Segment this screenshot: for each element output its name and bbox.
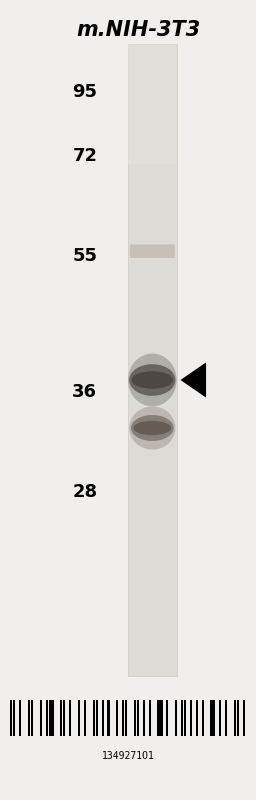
Bar <box>96 700 98 736</box>
Bar <box>108 700 110 736</box>
Bar <box>31 700 33 736</box>
Bar <box>40 700 42 736</box>
Text: 95: 95 <box>72 83 97 101</box>
Bar <box>148 700 151 736</box>
Bar <box>19 700 21 736</box>
Bar <box>214 700 216 736</box>
Bar <box>225 700 227 736</box>
Bar <box>166 700 168 736</box>
Bar <box>202 700 204 736</box>
Text: 55: 55 <box>72 247 97 265</box>
Bar <box>51 700 54 736</box>
Text: 1349271O1: 1349271O1 <box>102 751 154 761</box>
Bar <box>190 700 192 736</box>
Bar <box>128 44 177 164</box>
Bar <box>184 700 186 736</box>
Bar <box>10 700 12 736</box>
Ellipse shape <box>131 415 174 441</box>
Ellipse shape <box>129 406 175 450</box>
Bar <box>46 700 48 736</box>
Text: 36: 36 <box>72 383 97 401</box>
Polygon shape <box>180 362 206 398</box>
Bar <box>60 700 62 736</box>
Bar <box>63 700 65 736</box>
Bar <box>28 700 30 736</box>
Bar <box>128 44 177 676</box>
Bar <box>125 700 127 736</box>
Bar <box>137 700 139 736</box>
Bar <box>157 700 159 736</box>
Bar <box>143 700 145 736</box>
Bar <box>181 700 183 736</box>
Bar <box>237 700 239 736</box>
Bar <box>134 700 136 736</box>
Bar <box>243 700 245 736</box>
Ellipse shape <box>129 364 175 396</box>
Bar <box>93 700 95 736</box>
Bar <box>49 700 51 736</box>
Ellipse shape <box>133 421 171 435</box>
Text: 28: 28 <box>72 483 97 501</box>
Bar <box>210 700 212 736</box>
Bar <box>78 700 80 736</box>
Bar <box>101 700 104 736</box>
Bar <box>175 700 177 736</box>
Bar <box>13 700 15 736</box>
Bar <box>122 700 124 736</box>
Ellipse shape <box>128 354 177 406</box>
Text: m.NIH-3T3: m.NIH-3T3 <box>76 20 200 40</box>
Bar <box>196 700 198 736</box>
Bar <box>234 700 236 736</box>
Text: 72: 72 <box>72 147 97 165</box>
Bar <box>84 700 86 736</box>
Bar <box>116 700 118 736</box>
Bar <box>219 700 221 736</box>
Bar <box>69 700 71 736</box>
Ellipse shape <box>132 371 173 389</box>
FancyBboxPatch shape <box>130 245 175 258</box>
Bar <box>160 700 163 736</box>
